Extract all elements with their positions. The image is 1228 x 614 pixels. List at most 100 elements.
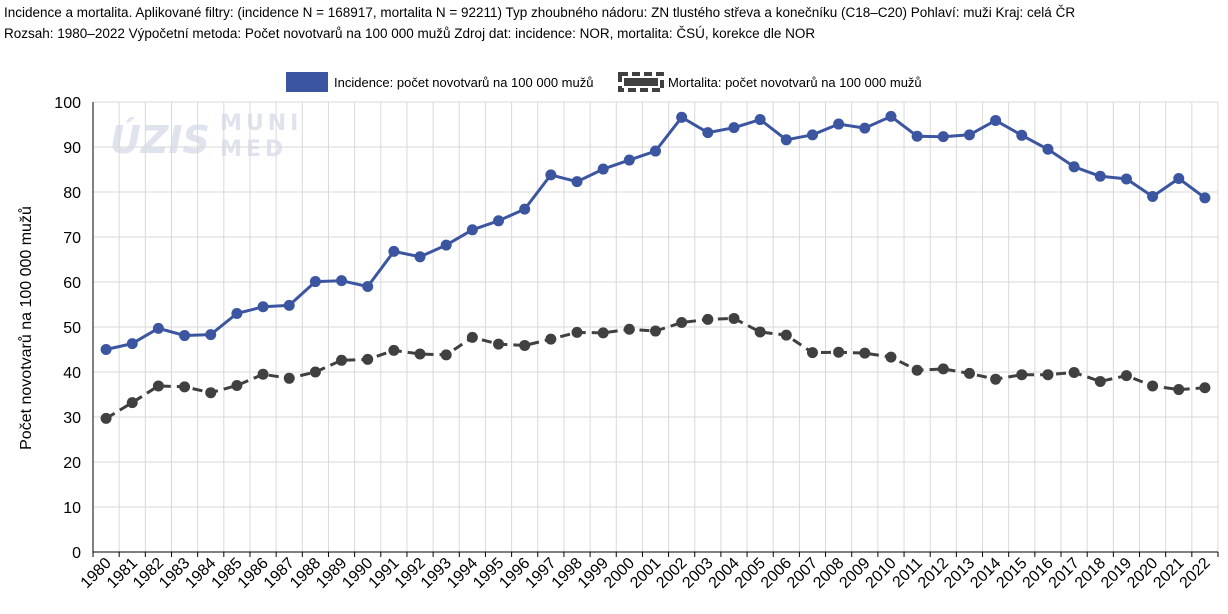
data-point-incidence-2020 [1147,191,1159,202]
data-point-incidence-1993 [440,239,452,251]
data-point-mortality-2018 [1094,375,1106,387]
data-point-incidence-2002 [676,111,688,123]
data-point-mortality-1992 [414,348,426,360]
y-tick-label-60: 60 [63,275,81,292]
data-point-mortality-1981 [126,397,138,409]
x-tick-label-2022: 2022 [1177,555,1214,592]
data-point-mortality-2006 [780,329,792,341]
data-point-incidence-1983 [179,330,191,342]
data-point-incidence-2004 [728,122,740,134]
data-point-incidence-2014 [990,114,1002,126]
data-point-mortality-1991 [388,344,400,356]
data-point-incidence-2012 [937,131,949,143]
muni-watermark-logo: MUNI [220,111,302,136]
legend-label-incidence: Incidence: počet novotvarů na 100 000 mu… [334,75,593,90]
data-point-incidence-1998 [571,176,583,188]
y-axis-title: Počet novotvarů na 100 000 mužů [17,206,35,450]
data-point-mortality-1997 [545,333,557,345]
data-point-mortality-1986 [257,368,269,380]
data-point-incidence-2003 [702,127,714,139]
data-point-incidence-1985 [231,308,243,319]
data-point-mortality-1994 [466,331,478,343]
data-point-incidence-1980 [100,344,112,355]
data-point-incidence-2007 [806,129,818,141]
data-point-mortality-2014 [990,373,1002,385]
data-point-mortality-2005 [754,326,766,338]
y-tick-label-90: 90 [63,140,81,157]
data-point-incidence-1990 [362,281,374,292]
data-point-mortality-1998 [571,326,583,338]
axes: 0102030405060708090100198019811982198319… [54,95,1219,592]
data-point-mortality-2013 [963,367,975,379]
data-point-incidence-2015 [1016,129,1028,141]
data-point-mortality-1982 [152,380,164,392]
data-point-incidence-2000 [623,154,635,166]
data-point-mortality-1996 [519,339,531,351]
data-point-incidence-1981 [126,338,138,350]
y-tick-label-80: 80 [63,185,81,202]
legend-label-mortality: Mortalita: počet novotvarů na 100 000 mu… [668,75,922,90]
data-point-incidence-1992 [414,251,426,263]
data-point-mortality-2007 [806,347,818,359]
data-point-mortality-2004 [728,312,740,324]
data-point-incidence-1994 [466,224,478,236]
chart-header: Incidence a mortalita. Aplikované filtry… [4,2,1075,44]
data-point-incidence-1988 [309,276,321,288]
data-point-mortality-2020 [1147,380,1159,392]
data-point-mortality-2008 [833,346,845,358]
data-point-mortality-1987 [283,372,295,384]
data-point-incidence-2006 [780,134,792,146]
data-point-mortality-2003 [702,313,714,325]
y-tick-label-70: 70 [63,230,81,247]
data-point-incidence-2016 [1042,143,1054,155]
data-point-incidence-1999 [597,163,609,175]
data-point-mortality-2015 [1016,369,1028,381]
data-point-incidence-1996 [519,203,531,215]
data-point-incidence-2011 [911,130,923,142]
data-point-mortality-1995 [493,338,505,350]
header-line-1: Incidence a mortalita. Aplikované filtry… [4,5,1076,20]
y-tick-label-0: 0 [72,545,81,562]
data-point-mortality-2000 [623,323,635,335]
data-point-incidence-1989 [336,275,348,287]
uzis-watermark-logo: ÚZIS [110,118,210,162]
data-point-incidence-2019 [1120,173,1132,185]
data-point-incidence-2013 [963,129,975,141]
data-point-mortality-1984 [205,387,217,399]
data-point-mortality-2016 [1042,369,1054,381]
data-point-mortality-1999 [597,327,609,339]
data-point-incidence-2022 [1199,192,1211,204]
data-point-incidence-2005 [754,114,766,126]
data-point-mortality-1993 [440,349,452,361]
data-point-incidence-1984 [205,329,217,341]
series [100,110,1211,424]
data-point-mortality-2017 [1068,366,1080,378]
data-point-mortality-2012 [937,363,949,375]
data-point-mortality-1988 [309,366,321,378]
data-point-incidence-1995 [493,215,505,227]
y-tick-label-40: 40 [63,365,81,382]
data-point-incidence-2009 [859,122,871,134]
data-point-mortality-2021 [1173,384,1185,396]
data-point-mortality-1983 [179,381,191,393]
gridlines [92,101,1219,553]
data-point-incidence-2017 [1068,161,1080,173]
data-point-incidence-1991 [388,245,400,257]
y-tick-label-50: 50 [63,320,81,337]
med-watermark-logo: MED [220,137,287,162]
data-point-mortality-1985 [231,380,243,391]
data-point-mortality-2002 [676,317,688,328]
data-point-incidence-2018 [1094,170,1106,182]
data-point-incidence-2008 [833,118,845,130]
data-point-incidence-2021 [1173,173,1185,184]
y-tick-label-20: 20 [63,455,81,472]
y-tick-label-10: 10 [63,500,81,517]
data-point-mortality-1980 [100,412,112,424]
data-point-mortality-2001 [650,325,661,337]
data-point-mortality-1990 [362,353,374,365]
data-point-mortality-2022 [1199,382,1211,394]
data-point-incidence-1997 [545,169,557,181]
data-point-incidence-1987 [283,299,295,311]
legend: Incidence: počet novotvarů na 100 000 mu… [286,72,922,92]
